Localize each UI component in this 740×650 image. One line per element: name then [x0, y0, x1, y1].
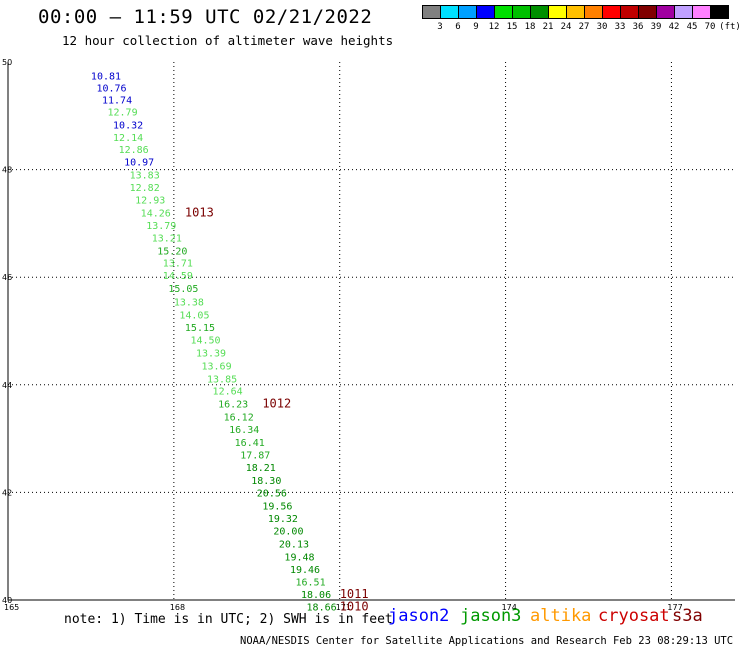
page-subtitle: 12 hour collection of altimeter wave hei… [62, 33, 394, 48]
wave-height-value: 18.06 [301, 590, 331, 601]
pressure-value: 1012 [262, 397, 291, 411]
wave-height-value: 12.86 [119, 145, 149, 156]
page-title: 00:00 – 11:59 UTC 02/21/2022 [38, 6, 373, 28]
wave-height-value: 10.32 [113, 120, 143, 131]
legend-label: 70 [704, 22, 716, 32]
wave-height-value: 14.59 [163, 271, 193, 282]
longitude-label: 171 [336, 603, 351, 612]
wave-height-value: 16.12 [224, 413, 254, 424]
latitude-label: 40 [2, 596, 12, 605]
wave-height-value: 14.50 [190, 336, 220, 347]
wave-height-value: 12.14 [113, 133, 143, 144]
wave-height-value: 12.64 [213, 387, 243, 398]
wave-height-value: 13.21 [152, 233, 182, 244]
wave-height-value: 14.05 [179, 310, 209, 321]
wave-height-value: 19.32 [268, 514, 298, 525]
latitude-label: 42 [2, 488, 12, 497]
longitude-label: 177 [667, 603, 682, 612]
wave-height-value: 13.39 [196, 349, 226, 360]
legend-label: 30 [596, 22, 608, 32]
wave-height-value: 16.34 [229, 425, 259, 436]
wave-height-value: 18.30 [251, 476, 281, 487]
pressure-value: 1013 [185, 206, 214, 220]
wave-height-value: 18.66 [307, 602, 337, 613]
wave-height-value: 20.56 [257, 488, 287, 499]
satellite-altika-label: altika [530, 606, 592, 626]
legend-label: 27 [578, 22, 590, 32]
pressure-value: 1011 [340, 587, 369, 601]
legend-label: 24 [560, 22, 572, 32]
latitude-label: 48 [2, 166, 12, 175]
latitude-label: 46 [2, 273, 12, 282]
longitude-label: 165 [4, 603, 19, 612]
legend-label: 6 [455, 22, 461, 32]
legend-label: 18 [524, 22, 536, 32]
longitude-label: 168 [170, 603, 185, 612]
legend-swatch [710, 5, 729, 19]
legend-label: 42 [668, 22, 680, 32]
footer-note: note: 1) Time is in UTC; 2) SWH is in fe… [64, 612, 393, 627]
latitude-label: 50 [2, 58, 12, 67]
wave-height-value: 12.93 [135, 196, 165, 207]
legend-unit: (ft) [719, 22, 740, 32]
wave-height-value: 20.13 [279, 540, 309, 551]
satellite-cryosat-label: cryosat [598, 606, 670, 626]
legend-label: 39 [650, 22, 662, 32]
legend-label: 45 [686, 22, 698, 32]
wave-height-value: 13.69 [202, 361, 232, 372]
wave-height-value: 13.83 [130, 170, 160, 181]
wave-height-value: 15.15 [185, 323, 215, 334]
wave-height-value: 13.71 [163, 259, 193, 270]
wave-height-value: 13.85 [207, 374, 237, 385]
legend-label: 3 [437, 22, 443, 32]
wave-height-value: 10.81 [91, 71, 121, 82]
pressure-value: 1010 [340, 599, 369, 613]
wave-height-value: 17.87 [240, 451, 270, 462]
satellite-jason3-label: jason3 [460, 606, 522, 626]
legend-label: 12 [488, 22, 500, 32]
longitude-label: 174 [502, 603, 517, 612]
wave-height-value: 15.20 [157, 246, 187, 257]
wave-height-value: 13.38 [174, 297, 204, 308]
wave-height-value: 10.76 [96, 83, 126, 94]
wave-height-value: 18.21 [246, 463, 276, 474]
wave-height-value: 19.56 [262, 501, 292, 512]
wave-height-value: 19.48 [284, 552, 314, 563]
wave-height-value: 19.46 [290, 565, 320, 576]
wave-height-value: 16.41 [235, 438, 265, 449]
legend-label: 9 [473, 22, 479, 32]
wave-height-value: 12.82 [130, 183, 160, 194]
wave-height-color-legend: 3 6 9 12 15 18 21 24 27 30 33 36 39 42 45 70 (ft) [422, 5, 740, 35]
wave-height-value: 15.05 [168, 284, 198, 295]
satellite-s3a-label: s3a [672, 606, 703, 626]
legend-label: 36 [632, 22, 644, 32]
satellite-jason2-label: jason2 [388, 606, 450, 626]
wave-height-value: 16.51 [295, 578, 325, 589]
latitude-label: 44 [2, 381, 12, 390]
wave-height-value: 14.26 [141, 209, 171, 220]
wave-height-value: 20.00 [273, 527, 303, 538]
wave-height-value: 13.79 [146, 221, 176, 232]
legend-label: 15 [506, 22, 518, 32]
wave-height-value: 11.74 [102, 96, 132, 107]
legend-label: 21 [542, 22, 554, 32]
footer-credit: NOAA/NESDIS Center for Satellite Applica… [240, 635, 740, 647]
legend-label: 33 [614, 22, 626, 32]
wave-height-value: 12.79 [108, 107, 138, 118]
wave-height-value: 16.23 [218, 400, 248, 411]
wave-height-value: 10.97 [124, 158, 154, 169]
